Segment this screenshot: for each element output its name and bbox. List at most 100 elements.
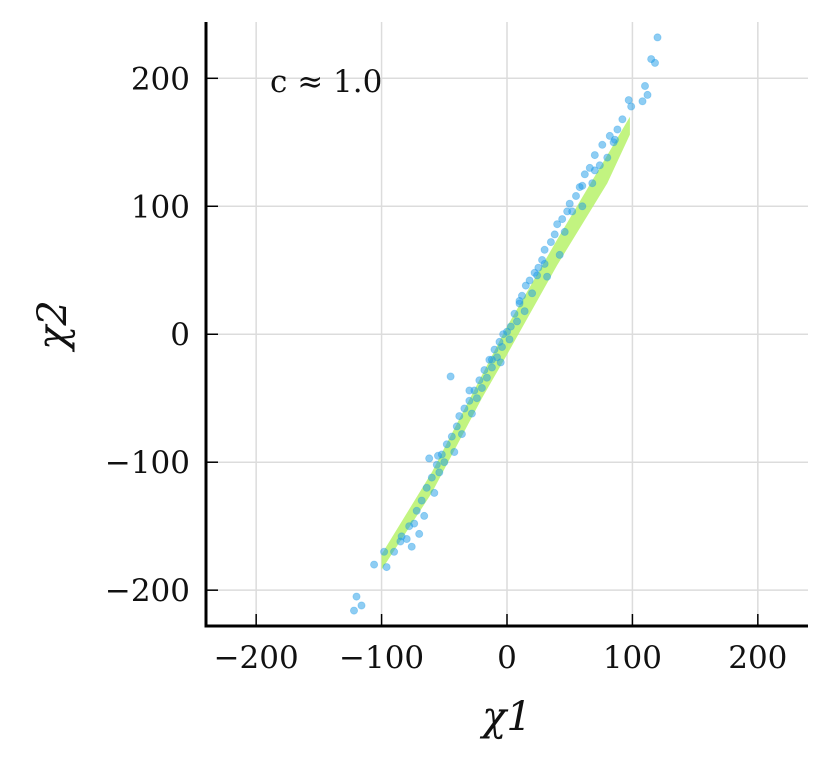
data-point [528, 289, 537, 298]
data-point [447, 432, 456, 441]
data-point [435, 468, 444, 477]
data-point [499, 330, 508, 339]
x-tick-label: −100 [339, 640, 424, 676]
data-point [546, 238, 555, 247]
data-point [480, 366, 489, 375]
data-point [520, 307, 529, 316]
data-point [430, 488, 439, 497]
data-point [588, 179, 597, 188]
data-point [433, 451, 442, 460]
data-point [415, 529, 424, 538]
x-axis-label: χ1 [479, 694, 532, 740]
data-point [396, 537, 405, 546]
data-point [465, 386, 474, 395]
data-point [497, 342, 506, 351]
y-tick-label: 0 [170, 317, 190, 353]
tick-labels: −200 −100 0 100 200 −200 −100 0 100 200 [105, 61, 788, 676]
x-tick-label: 100 [603, 640, 662, 676]
data-point [578, 202, 587, 211]
data-point [568, 207, 577, 216]
data-point [380, 547, 389, 556]
data-point [565, 199, 574, 208]
data-point [422, 483, 431, 492]
data-point [496, 358, 505, 367]
data-point [487, 363, 496, 372]
data-point [465, 396, 474, 405]
data-point [651, 58, 660, 67]
data-point [595, 161, 604, 170]
data-point [475, 376, 484, 385]
data-point [467, 409, 476, 418]
data-point [627, 102, 636, 111]
data-point [440, 458, 449, 467]
data-point [618, 115, 627, 124]
data-point [533, 271, 542, 280]
data-point [572, 191, 581, 200]
data-point [641, 82, 650, 91]
data-point [550, 230, 559, 239]
data-point [460, 404, 469, 413]
data-point [446, 372, 455, 381]
y-axis-label: χ2 [30, 300, 76, 353]
data-point [405, 522, 414, 531]
data-point [505, 335, 514, 344]
data-point [534, 263, 543, 272]
x-tick-label: 0 [497, 640, 517, 676]
data-point [482, 373, 491, 382]
data-point [510, 309, 519, 318]
y-tick-label: −200 [105, 573, 190, 609]
data-point [521, 281, 530, 290]
x-tick-label: −200 [214, 640, 299, 676]
data-point [598, 140, 607, 149]
data-point [609, 138, 618, 147]
data-point [425, 454, 434, 463]
data-point [543, 272, 552, 281]
data-point [420, 511, 429, 520]
data-point [450, 447, 459, 456]
data-point [590, 166, 599, 175]
data-point [605, 131, 614, 140]
data-point [525, 276, 534, 285]
data-point [352, 592, 361, 601]
data-point [540, 245, 549, 254]
data-point [349, 606, 358, 615]
data-point [487, 355, 496, 364]
data-point [560, 227, 569, 236]
data-point [427, 473, 436, 482]
data-point [412, 506, 421, 515]
data-point [513, 317, 522, 326]
x-tick-label: 200 [728, 640, 787, 676]
data-point [578, 181, 587, 190]
data-point [506, 322, 515, 331]
data-point [407, 542, 416, 551]
data-point [455, 412, 464, 421]
data-point [417, 496, 426, 505]
data-point [370, 560, 379, 569]
y-tick-label: 100 [131, 189, 190, 225]
data-point [553, 220, 562, 229]
data-point [457, 430, 466, 439]
grid-lines [206, 22, 808, 626]
data-point [442, 440, 451, 449]
data-point [515, 296, 524, 305]
data-point [472, 394, 481, 403]
data-point [540, 259, 549, 268]
data-point [603, 153, 612, 162]
data-point [580, 170, 589, 179]
data-point [382, 563, 391, 572]
data-point [477, 383, 486, 392]
annotation-label: c ≈ 1.0 [270, 64, 382, 100]
data-point [357, 601, 366, 610]
data-point [638, 97, 647, 106]
data-point [432, 460, 441, 469]
data-point [624, 96, 633, 105]
y-tick-label: 200 [131, 61, 190, 97]
data-point [452, 422, 461, 431]
data-point [390, 547, 399, 556]
y-tick-label: −100 [105, 445, 190, 481]
data-point [653, 33, 662, 42]
data-point [643, 90, 652, 99]
data-points-layer [349, 33, 662, 615]
data-point [555, 250, 564, 259]
